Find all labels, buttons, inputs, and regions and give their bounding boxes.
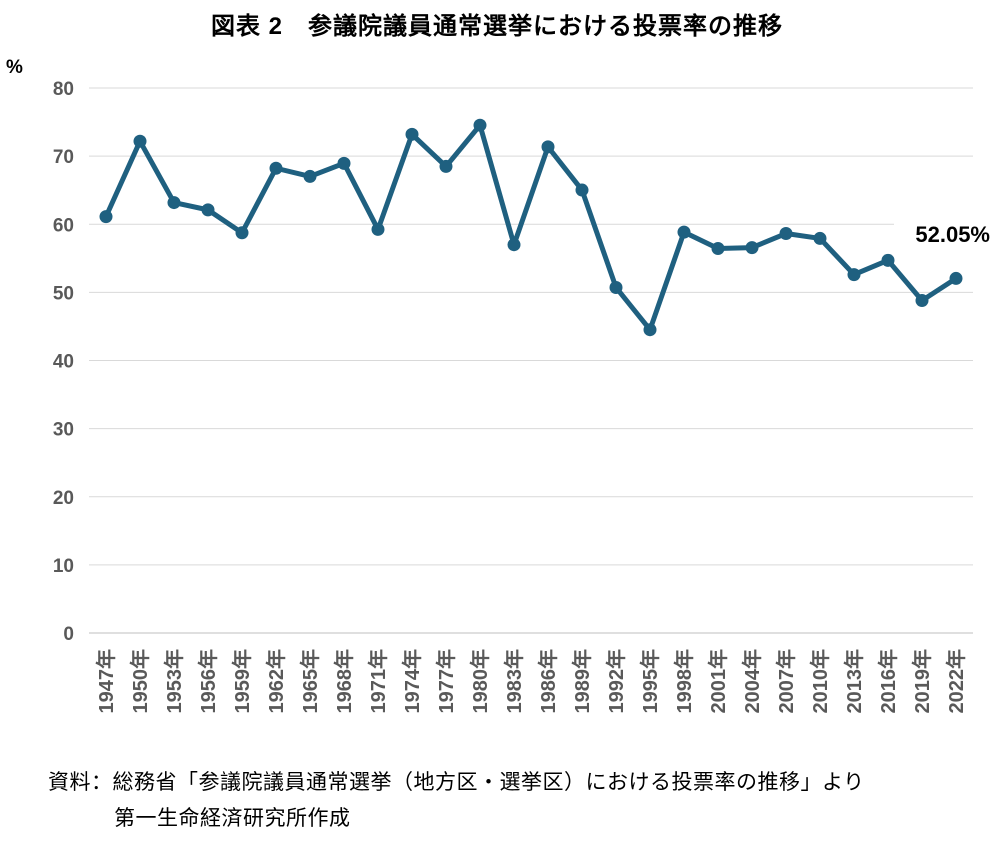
data-point-2022年 [949,271,963,285]
x-tick-label: 1992年 [604,649,628,714]
data-point-1977年 [439,159,453,173]
x-tick-label: 1998年 [672,649,696,714]
y-tick-label: 40 [53,352,74,373]
data-label-2022: 52.05% [894,220,990,250]
y-tick-label: 60 [53,215,74,236]
x-tick-label: 1950年 [128,649,152,714]
data-point-1989年 [575,183,589,197]
x-tick-label: 2001年 [706,649,730,714]
x-tick-label: 2022年 [944,649,968,714]
x-tick-label: 2016年 [876,649,900,714]
data-point-1962年 [269,161,283,175]
y-tick-label: 20 [53,488,74,509]
x-tick-label: 2010年 [808,649,832,714]
data-point-2007年 [779,227,793,241]
source-note-line-2: 第一生命経済研究所作成 [114,807,351,830]
data-point-1998年 [677,225,691,239]
data-point-1947年 [99,210,113,224]
chart-title: 図表 2 参議院議員通常選挙における投票率の推移 [210,13,783,40]
x-tick-label: 1947年 [94,649,118,714]
data-point-1959年 [235,226,249,240]
y-tick-label: 0 [63,624,74,645]
x-tick-label: 2007年 [774,649,798,714]
y-tick-label: 70 [53,147,74,168]
x-tick-label: 2013年 [842,649,866,714]
data-point-2010年 [813,231,827,245]
data-point-1956年 [201,203,215,217]
data-point-1950年 [133,134,147,148]
source-note-line-1: 資料：総務省「参議院議員通常選挙（地方区・選挙区）における投票率の推移」より [48,771,865,794]
data-point-2001年 [711,242,725,256]
x-tick-label: 1953年 [162,649,186,714]
x-tick-label: 1986年 [536,649,560,714]
y-tick-label: 50 [53,283,74,304]
data-point-2019年 [915,294,929,308]
y-tick-label: 30 [53,420,74,441]
data-point-1968年 [337,156,351,170]
data-point-2013年 [847,268,861,282]
x-tick-label: 1974年 [400,649,424,714]
x-tick-label: 1962年 [264,649,288,714]
x-tick-label: 2019年 [910,649,934,714]
x-tick-label: 1980年 [468,649,492,714]
y-tick-label: 10 [53,556,74,577]
data-point-1980年 [473,118,487,132]
x-tick-label: 1983年 [502,649,526,714]
x-tick-label: 2004年 [740,649,764,714]
data-point-1953年 [167,196,181,210]
data-point-1992年 [609,280,623,294]
data-point-1986年 [541,140,555,154]
data-point-1995年 [643,323,657,337]
y-tick-label: 80 [53,79,74,100]
x-tick-label: 1989年 [570,649,594,714]
x-tick-label: 1995年 [638,649,662,714]
data-point-1974年 [405,127,419,141]
x-tick-label: 1968年 [332,649,356,714]
x-tick-label: 1977年 [434,649,458,714]
x-tick-label: 1959年 [230,649,254,714]
x-tick-label: 1956年 [196,649,220,714]
data-point-1971年 [371,222,385,236]
data-point-2004年 [745,241,759,255]
data-point-1983年 [507,238,521,252]
y-axis-unit-label: % [6,57,23,78]
data-point-1965年 [303,169,317,183]
x-tick-label: 1971年 [366,649,390,714]
data-point-2016年 [881,253,895,267]
line-chart-canvas: 0 10 20 30 40 50 60 70 80 1947年 1950年 1953年 1956年 195… [53,79,973,714]
x-tick-label: 1965年 [298,649,322,714]
